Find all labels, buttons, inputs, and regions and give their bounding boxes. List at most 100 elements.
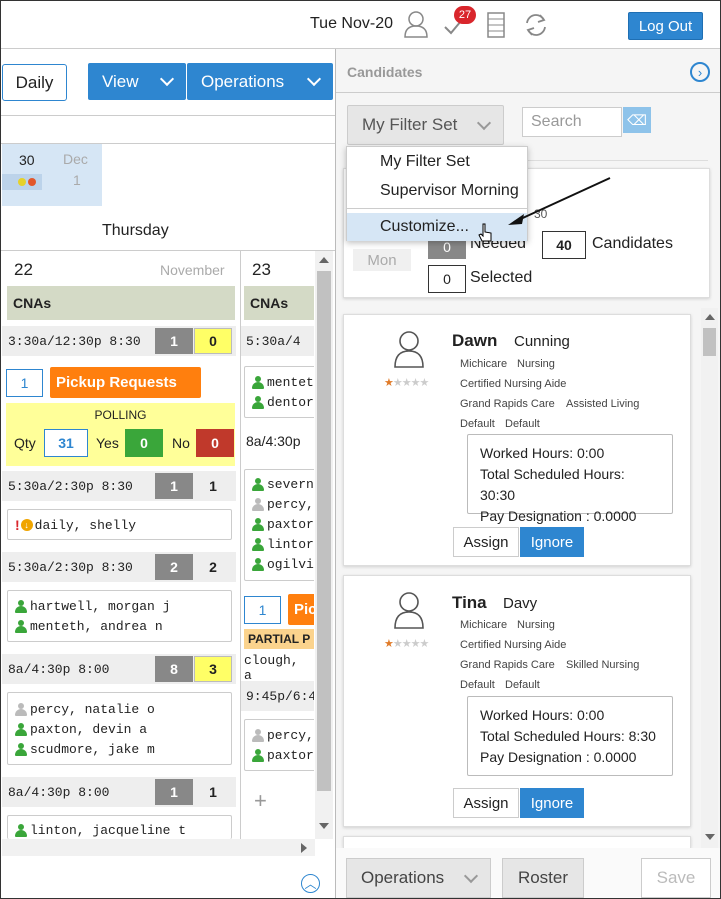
hours-box: Worked Hours: 0:00 Total Scheduled Hours… [467, 434, 673, 524]
pickup-requests-button[interactable]: Pickup Requests [50, 367, 201, 398]
checkmark-notifications-icon[interactable] [443, 18, 463, 36]
filter-set-menu: My Filter Set Supervisor Morning Customi… [346, 146, 528, 241]
save-button[interactable]: Save [641, 858, 711, 898]
menu-divider [347, 208, 527, 209]
polling-label: POLLING [94, 408, 147, 422]
person-name[interactable]: paxton, devin a [30, 721, 148, 737]
selected-label: Selected [470, 269, 533, 286]
scroll-down-icon[interactable] [705, 834, 715, 840]
scroll-thumb[interactable] [703, 328, 716, 356]
person-name[interactable]: percy, natalie o [30, 701, 155, 717]
calendar-top-divider [1, 143, 335, 144]
person-name[interactable]: mentet [267, 374, 314, 390]
next-month-label: Dec [63, 151, 88, 167]
col1-section-cnas: CNAs [7, 286, 235, 320]
person-name[interactable]: clough, a [244, 653, 299, 683]
menu-item-supervisor-morning[interactable]: Supervisor Morning [380, 182, 519, 199]
person-name[interactable]: percy, [267, 496, 314, 512]
shift-row[interactable]: 5:30a/2:30p 8:30 1 1 [2, 471, 236, 501]
person-icon [252, 477, 264, 491]
panel-divider [335, 49, 336, 898]
logout-button[interactable]: Log Out [628, 12, 703, 40]
tag: Grand Rapids Care [460, 659, 555, 671]
user-profile-icon[interactable] [403, 10, 429, 38]
person-name[interactable]: scudmore, jake m [30, 741, 155, 757]
scroll-up-icon[interactable] [705, 314, 715, 320]
tag: Assisted Living [566, 398, 640, 410]
no-label: No [172, 435, 190, 451]
pickup-requests-button[interactable]: Pic [288, 594, 314, 625]
search-input[interactable]: Search [522, 107, 622, 137]
shift-row[interactable]: 5:30a/4 [241, 326, 314, 356]
person-icon [252, 748, 264, 762]
yes-label: Yes [96, 435, 119, 451]
scroll-right-icon[interactable] [301, 843, 307, 853]
tag: Grand Rapids Care [460, 398, 555, 410]
scroll-thumb[interactable] [317, 271, 331, 791]
calendar-day-cell-selected[interactable]: 30 [2, 144, 102, 206]
assign-button[interactable]: Assign [453, 527, 519, 557]
view-dropdown-button[interactable]: View [88, 63, 186, 100]
shift-filled-count: 2 [209, 559, 217, 575]
candidate-card[interactable]: ★★★★★ Tina Davy Michicare Nursing Certif… [343, 575, 691, 827]
refresh-icon[interactable] [522, 11, 550, 39]
qty-label: Qty [14, 435, 36, 451]
eraser-icon[interactable]: ⌫ [623, 107, 651, 133]
tag: Michicare [460, 358, 508, 370]
polling-box: POLLING Qty 31 Yes 0 No 0 [6, 403, 235, 466]
person-name[interactable]: ogilvi [267, 556, 314, 572]
filter-set-dropdown[interactable]: My Filter Set [347, 105, 504, 145]
add-icon[interactable]: + [254, 788, 267, 813]
pay-designation: Pay Designation : 0.0000 [480, 508, 637, 524]
chevron-down-icon [463, 868, 479, 883]
footer-operations-dropdown[interactable]: Operations [346, 858, 491, 898]
candidate-card[interactable]: ★★★★★ Dawn Cunning Michicare Nursing Cer… [343, 314, 691, 566]
pickup-count-box: 1 [244, 596, 281, 624]
no-count: 0 [196, 429, 234, 457]
assignment-box: severn percy, paxtor lintor ogilvi [244, 469, 314, 581]
tag: Default [460, 418, 495, 430]
scroll-up-icon[interactable] [319, 257, 329, 263]
person-name[interactable]: hartwell, morgan j [30, 598, 171, 614]
person-name[interactable]: severn [267, 476, 314, 492]
ignore-button[interactable]: Ignore [520, 527, 584, 557]
scheduled-hours: Total Scheduled Hours: 8:30 [480, 728, 656, 744]
person-name[interactable]: paxtor [267, 516, 314, 532]
shift-time: 9:45p/6:4 [246, 688, 314, 704]
person-name[interactable]: daily, shelly [34, 517, 137, 533]
shift-row[interactable]: 3:30a/12:30p 8:30 1 0 [2, 326, 236, 356]
ignore-button[interactable]: Ignore [520, 788, 584, 818]
menu-item-my-filter-set[interactable]: My Filter Set [380, 153, 470, 170]
scroll-down-icon[interactable] [319, 823, 329, 829]
current-date: Tue Nov-20 [310, 15, 393, 32]
shift-row[interactable]: 8a/4:30p 8:00 8 3 [2, 654, 236, 684]
collapse-up-icon[interactable]: ︿ [301, 874, 320, 893]
orange-dot-icon [28, 178, 36, 186]
assignment-box: mentet dentor [244, 366, 314, 418]
tag: Michicare [460, 619, 508, 631]
roster-button[interactable]: Roster [502, 858, 584, 898]
shift-row[interactable]: 5:30a/2:30p 8:30 2 2 [2, 552, 236, 582]
building-icon[interactable] [485, 12, 507, 38]
shift-row[interactable]: 8a/4:30p 8:00 1 1 [2, 777, 236, 807]
tag: Default [460, 679, 495, 691]
assign-button[interactable]: Assign [453, 788, 519, 818]
view-label: View [102, 71, 139, 91]
chevron-right-circle-icon[interactable]: › [690, 62, 710, 82]
menu-item-customize[interactable]: Customize... [347, 213, 527, 241]
person-name[interactable]: percy, [267, 727, 314, 743]
person-name[interactable]: paxtor [267, 747, 314, 763]
person-name[interactable]: linton, jacqueline t [30, 822, 187, 838]
person-name[interactable]: lintor [267, 536, 314, 552]
panel-scrollbar[interactable] [701, 308, 718, 848]
daily-view-button[interactable]: Daily [2, 64, 67, 101]
operations-dropdown-button[interactable]: Operations [187, 63, 333, 100]
vertical-scrollbar[interactable] [315, 251, 333, 839]
qty-value: 31 [44, 429, 88, 457]
shift-row[interactable]: 9:45p/6:4 [241, 681, 314, 711]
calendar-bottom-divider [1, 250, 335, 251]
candidate-last-name: Cunning [514, 333, 570, 350]
person-name[interactable]: menteth, andrea n [30, 618, 163, 634]
horizontal-scrollbar[interactable] [2, 839, 315, 856]
person-name[interactable]: dentor [267, 394, 314, 410]
